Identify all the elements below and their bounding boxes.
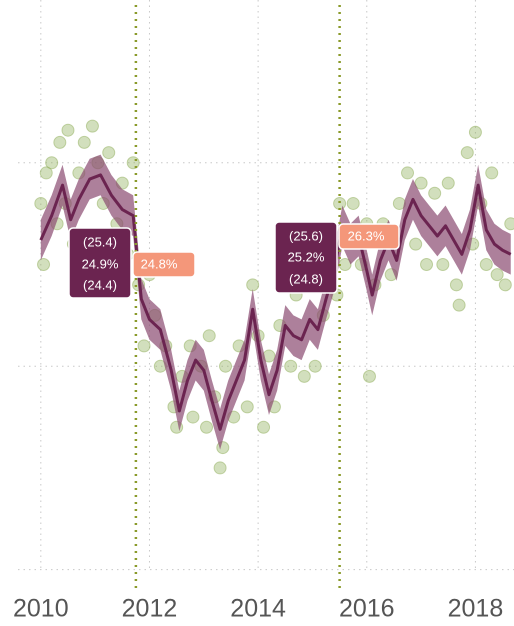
scatter-point — [102, 146, 116, 160]
scatter-point — [85, 119, 99, 133]
x-tick-label: 2014 — [230, 595, 286, 623]
trend — [39, 154, 512, 450]
scatter-point — [490, 268, 504, 282]
annotation-text: 25.2% — [288, 249, 325, 264]
scatter-point — [39, 166, 53, 180]
annotation-box — [132, 251, 196, 278]
scatter-point — [308, 359, 322, 373]
trend-line — [39, 173, 512, 431]
scatter-point — [202, 329, 216, 343]
scatter-point — [449, 278, 463, 292]
x-tick-label: 2016 — [339, 595, 395, 623]
x-axis: 2010 2012 2014 2016 2018 — [13, 595, 503, 623]
scatter-point — [362, 369, 376, 383]
annotation-text: (25.6) — [289, 228, 323, 243]
scatter-point — [257, 420, 271, 434]
scatter-point — [297, 369, 311, 383]
x-tick-label: 2012 — [122, 595, 178, 623]
scatter-point — [37, 257, 51, 271]
scatter-point — [45, 156, 59, 170]
annotation-text: 24.8% — [141, 256, 178, 271]
annotation-text: (25.4) — [83, 234, 117, 249]
scatter-point — [409, 237, 423, 251]
annotation-box — [68, 227, 132, 299]
scatter-point — [200, 420, 214, 434]
scatter-point — [126, 156, 140, 170]
scatter-point — [219, 359, 233, 373]
scatter-point — [77, 135, 91, 149]
scatter-point — [420, 257, 434, 271]
x-tick-label: 2018 — [448, 595, 504, 623]
annotation-box — [274, 221, 338, 294]
scatter-point — [436, 257, 450, 271]
x-tick-label: 2010 — [13, 595, 69, 623]
scatter-point — [213, 461, 227, 475]
scatter-point — [34, 196, 48, 210]
annotation-box — [338, 223, 400, 250]
scatter-point — [414, 176, 428, 190]
scatter-point — [504, 217, 514, 231]
scatter-point — [485, 166, 499, 180]
scatter-point — [460, 146, 474, 160]
scatter-point — [401, 166, 415, 180]
scatter-point — [346, 196, 360, 210]
scatter-point — [441, 176, 455, 190]
annotation-text: (24.4) — [83, 277, 117, 292]
scatter-point — [284, 359, 298, 373]
scatter-point — [498, 278, 512, 292]
scatter-point — [479, 257, 493, 271]
scatter-point — [333, 196, 347, 210]
scatter-point — [468, 125, 482, 139]
scatter-point — [137, 339, 151, 353]
scatter-point — [186, 410, 200, 424]
reference-lines — [134, 5, 341, 590]
annotations: (25.4) 24.9% (24.4) 24.8% (25.6) 25.2% (… — [68, 221, 400, 299]
scatter-point — [428, 186, 442, 200]
scatter-point — [240, 400, 254, 414]
annotation-text: (24.8) — [289, 271, 323, 286]
scatter-point — [61, 123, 75, 137]
annotation-text: 26.3% — [348, 228, 385, 243]
annotation-text: 24.9% — [82, 256, 119, 271]
scatter-point — [53, 135, 67, 149]
scatter-point — [452, 298, 466, 312]
